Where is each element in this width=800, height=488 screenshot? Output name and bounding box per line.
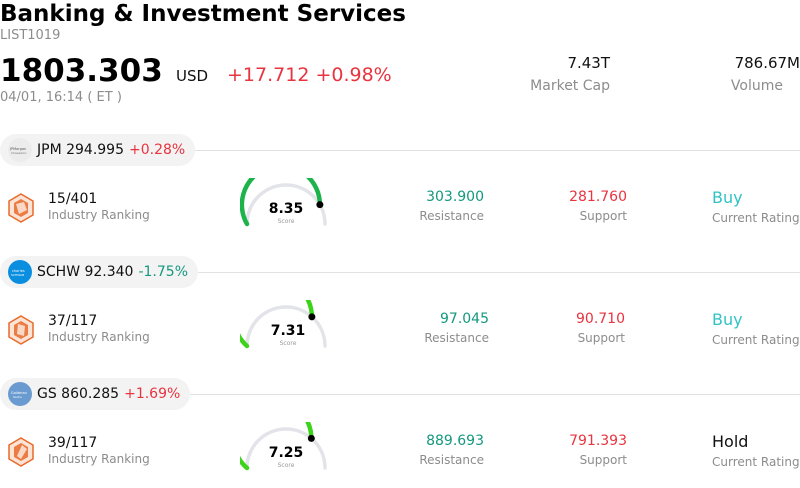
support-value: 90.710 bbox=[576, 311, 625, 327]
current-rating-value: Buy bbox=[712, 310, 743, 329]
industry-rank-label: Industry Ranking bbox=[48, 330, 150, 344]
industry-rank-value: 37/117 bbox=[48, 313, 98, 329]
stock-ticker-price: JPM 294.995 bbox=[37, 142, 124, 158]
industry-rank-value: 39/117 bbox=[48, 435, 98, 451]
stock-pill-gs[interactable]: Goldman Sachs GS 860.285 +1.69% bbox=[0, 378, 191, 410]
schwab-logo-icon: charles SCHWAB bbox=[8, 260, 32, 284]
resistance-value: 889.693 bbox=[426, 433, 484, 449]
volume-label: Volume bbox=[730, 78, 783, 94]
current-rating-label: Current Rating bbox=[712, 211, 800, 225]
svg-text:JPMorgan: JPMorgan bbox=[9, 147, 26, 151]
current-rating-value: Buy bbox=[712, 188, 743, 207]
stock-change: +1.69% bbox=[124, 386, 181, 402]
support-value: 791.393 bbox=[569, 433, 627, 449]
score-label: Score bbox=[277, 218, 295, 225]
resistance-label: Resistance bbox=[419, 209, 484, 223]
market-cap-value: 7.43T bbox=[567, 54, 610, 72]
support-value: 281.760 bbox=[569, 189, 627, 205]
gauge-fill bbox=[240, 178, 323, 227]
score-value: 7.31 bbox=[270, 323, 306, 339]
current-rating-value: Hold bbox=[712, 432, 749, 451]
svg-text:Chase&Co: Chase&Co bbox=[11, 151, 27, 155]
support-label: Support bbox=[579, 209, 627, 223]
ranking-hexagon-icon bbox=[8, 315, 34, 345]
ranking-hexagon-icon bbox=[8, 437, 34, 467]
current-rating-label: Current Rating bbox=[712, 455, 800, 469]
goldman-logo-icon: Goldman Sachs bbox=[8, 382, 32, 406]
industry-rank-value: 15/401 bbox=[48, 191, 98, 207]
score-label: Score bbox=[279, 340, 297, 347]
svg-text:Sachs: Sachs bbox=[13, 395, 22, 399]
resistance-label: Resistance bbox=[424, 331, 489, 345]
timestamp: 04/01, 16:14 ( ET ) bbox=[0, 90, 122, 105]
index-price: 1803.303 bbox=[0, 53, 163, 89]
index-change: +17.712 +0.98% bbox=[227, 64, 392, 86]
svg-text:SCHWAB: SCHWAB bbox=[11, 273, 24, 277]
section-divider bbox=[0, 394, 800, 395]
stock-pill-jpm[interactable]: JPMorgan Chase&Co JPM 294.995 +0.28% bbox=[0, 134, 196, 166]
market-cap-label: Market Cap bbox=[530, 78, 610, 94]
svg-text:Goldman: Goldman bbox=[11, 391, 27, 395]
stock-change: -1.75% bbox=[138, 264, 188, 280]
resistance-value: 97.045 bbox=[440, 311, 489, 327]
score-value: 8.35 bbox=[268, 201, 304, 217]
section-divider bbox=[0, 272, 800, 273]
score-gauge bbox=[240, 178, 327, 227]
stock-ticker-price: SCHW 92.340 bbox=[37, 264, 134, 280]
industry-rank-label: Industry Ranking bbox=[48, 452, 150, 466]
score-label: Score bbox=[277, 462, 295, 469]
stock-pill-schw[interactable]: charles SCHWAB SCHW 92.340 -1.75% bbox=[0, 256, 198, 288]
ranking-hexagon-icon bbox=[8, 193, 34, 223]
gauge-dot bbox=[308, 313, 316, 321]
volume-value: 786.67M bbox=[734, 54, 800, 72]
current-rating-label: Current Rating bbox=[712, 333, 800, 347]
resistance-label: Resistance bbox=[419, 453, 484, 467]
support-label: Support bbox=[579, 453, 627, 467]
industry-rank-label: Industry Ranking bbox=[48, 208, 150, 222]
stock-ticker-price: GS 860.285 bbox=[37, 386, 120, 402]
stock-change: +0.28% bbox=[129, 142, 186, 158]
gauge-dot bbox=[316, 201, 324, 209]
currency-label: USD bbox=[176, 67, 209, 85]
support-label: Support bbox=[577, 331, 625, 345]
resistance-value: 303.900 bbox=[426, 189, 484, 205]
list-code: LIST1019 bbox=[0, 28, 61, 43]
jpm-logo-icon: JPMorgan Chase&Co bbox=[8, 138, 32, 162]
svg-text:charles: charles bbox=[12, 269, 25, 273]
score-gauge bbox=[240, 300, 327, 349]
page-title: Banking & Investment Services bbox=[0, 1, 406, 27]
score-value: 7.25 bbox=[268, 445, 304, 461]
gauge-dot bbox=[307, 434, 315, 442]
section-divider bbox=[0, 150, 800, 151]
score-gauge bbox=[240, 422, 327, 471]
